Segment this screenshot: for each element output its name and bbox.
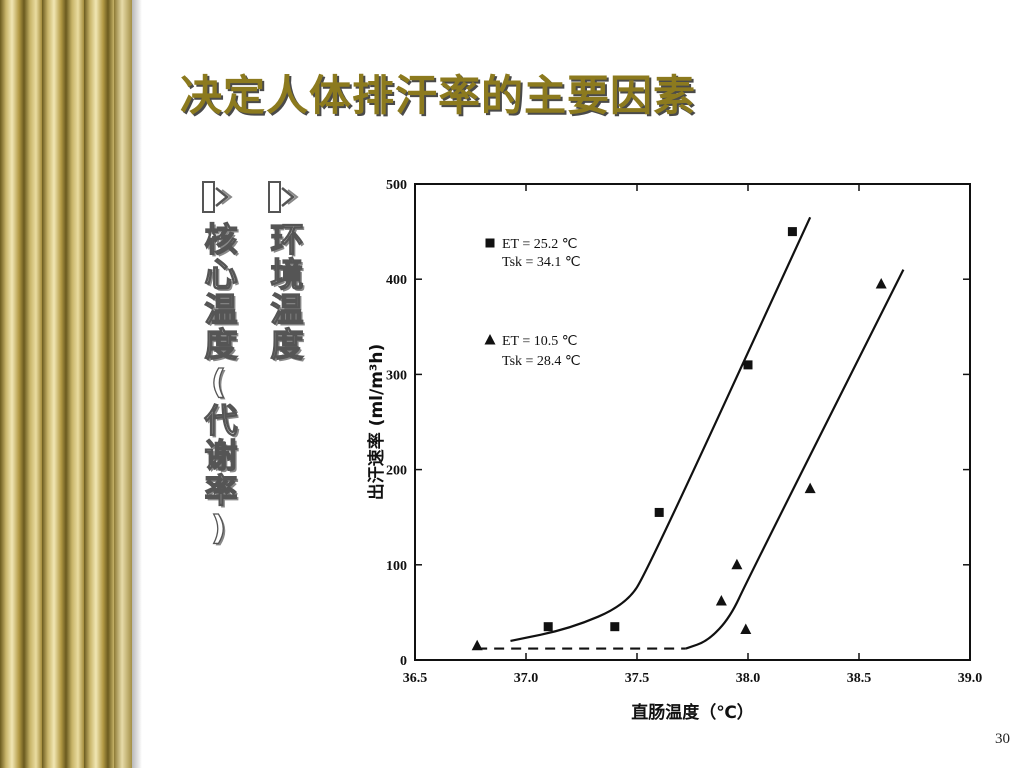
series-2-point	[471, 639, 483, 651]
series-1-point	[543, 622, 553, 632]
series-1-point	[743, 360, 753, 370]
plot-frame	[414, 183, 971, 661]
arrow-bullet-icon	[202, 181, 233, 213]
factor-core-temperature: 核心温度(代谢率)	[196, 180, 240, 550]
factor-environment: 环境温度	[262, 180, 306, 363]
x-tick-label: 38.0	[736, 671, 761, 686]
chart-axes: 0 100 200 300 400 500 36.5 37.0 37.5 38.0 38.5 39.0	[386, 178, 982, 686]
legend-marker	[485, 238, 495, 248]
legend-marker	[484, 334, 496, 345]
series-2-point	[715, 594, 727, 606]
series-2-point	[804, 482, 816, 494]
sweat-rate-chart: 0 100 200 300 400 500 36.5 37.0 37.5 38.0 38.5 39.0…	[366, 178, 982, 723]
series-1-point	[610, 622, 620, 632]
series-1-curve	[510, 216, 812, 643]
factor-label: 核心温度(代谢率)	[198, 221, 238, 549]
x-tick-label: 39.0	[958, 671, 983, 686]
factor-label: 环境温度	[264, 221, 304, 362]
series-2-point	[875, 277, 887, 289]
x-tick-label: 37.0	[514, 671, 539, 686]
x-tick-label: 36.5	[403, 671, 428, 686]
legend-text: ET = 25.2 ℃	[502, 237, 577, 252]
x-axis-title: 直肠温度（℃）	[631, 702, 754, 723]
series-1-point	[787, 227, 797, 237]
x-tick-label: 38.5	[847, 671, 872, 686]
pillar-shadow	[132, 0, 142, 768]
chart-curves	[477, 216, 905, 650]
series-2-point	[731, 558, 743, 570]
page-title: 决定人体排汗率的主要因素	[180, 71, 697, 120]
y-tick-label: 400	[386, 273, 407, 288]
legend-text: Tsk = 34.1 ℃	[502, 255, 581, 270]
y-tick-label: 200	[386, 464, 407, 479]
x-tick-label: 37.5	[625, 671, 650, 686]
series-1-point	[654, 507, 664, 517]
y-axis-title: 出汗速率 (ml/m³h)	[366, 344, 387, 500]
arrow-bullet-icon	[268, 181, 299, 213]
legend-text: ET = 10.5 ℃	[502, 334, 577, 349]
legend-text: Tsk = 28.4 ℃	[502, 354, 581, 369]
chart-legend: ET = 25.2 ℃ Tsk = 34.1 ℃ ET = 10.5 ℃ Tsk = …	[484, 237, 581, 369]
page-number: 30	[995, 731, 1010, 747]
decorative-pillar	[0, 0, 132, 768]
y-tick-label: 500	[386, 178, 407, 193]
series-2-point	[740, 623, 752, 635]
y-tick-label: 0	[400, 654, 407, 669]
series-2-curve	[685, 269, 905, 650]
y-tick-label: 300	[386, 368, 407, 383]
y-tick-label: 100	[386, 559, 407, 574]
chart-points	[471, 227, 887, 651]
